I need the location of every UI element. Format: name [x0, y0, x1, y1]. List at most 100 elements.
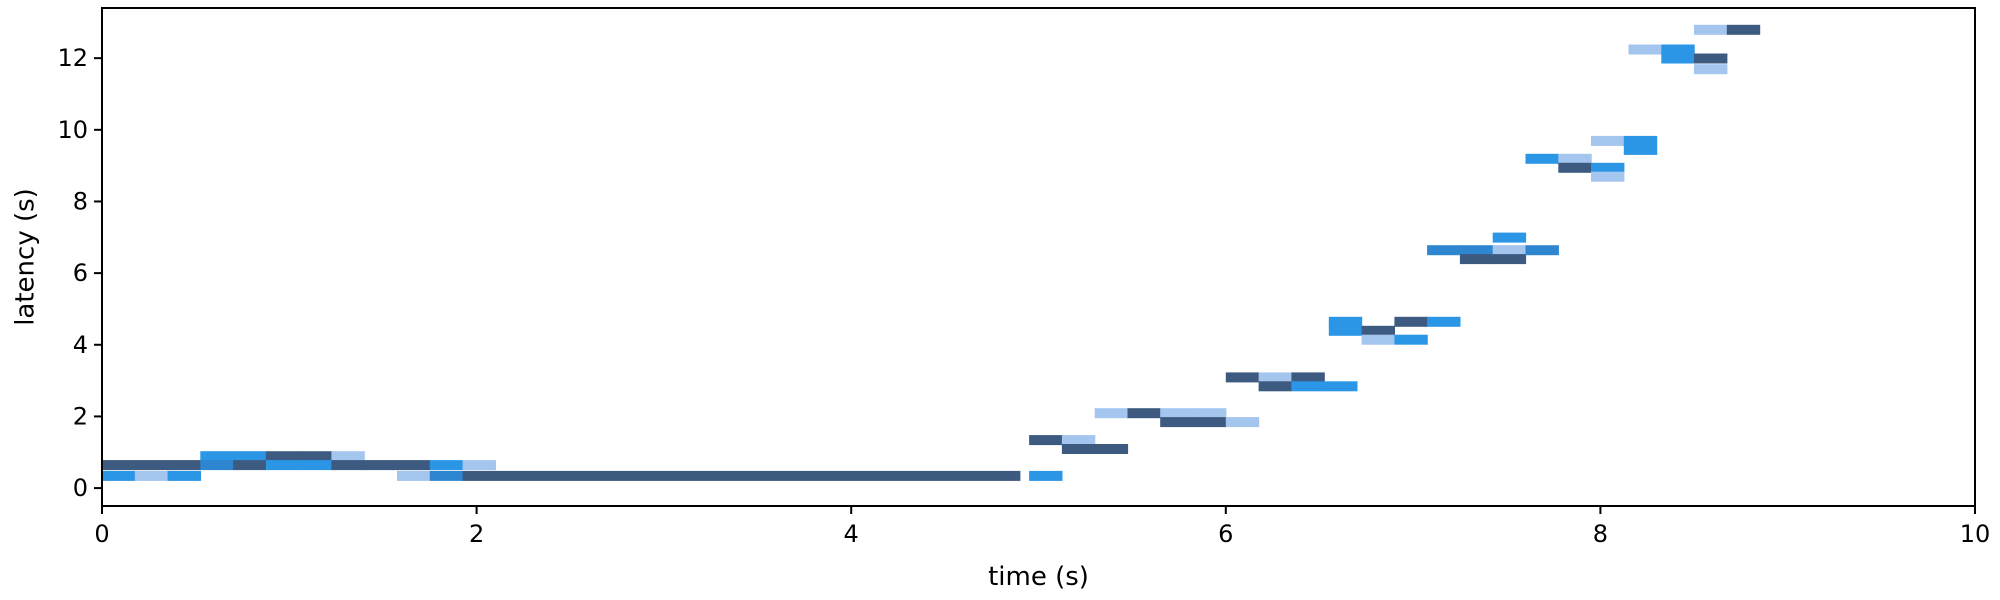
y-axis: 0 2 4 6 8 10 12 [57, 44, 102, 502]
heatmap-cell [659, 470, 693, 481]
heatmap-cell [692, 470, 726, 481]
heatmap-cell [1591, 171, 1625, 182]
heatmap-cell [888, 470, 923, 481]
y-tick-label: 10 [57, 116, 88, 144]
heatmap-cell [1623, 135, 1658, 146]
x-tick-label: 10 [1960, 520, 1991, 548]
y-tick-label: 8 [73, 187, 88, 215]
heatmap-cell [1427, 316, 1461, 327]
heatmap-cell [1094, 444, 1129, 454]
heatmap-cell [298, 460, 333, 471]
plot-frame [101, 7, 1976, 507]
heatmap-cell [1628, 44, 1662, 55]
heatmap-cell [1661, 53, 1695, 64]
y-tick-label: 4 [73, 331, 88, 359]
heatmap-cell [1324, 381, 1358, 392]
heatmap-cell [1661, 44, 1695, 55]
heatmap-cell [102, 470, 136, 481]
x-tick-label: 8 [1593, 520, 1608, 548]
heatmap-cell [429, 470, 464, 481]
heatmap-cell [1193, 408, 1227, 419]
heatmap-cell [626, 470, 660, 481]
heatmap-cell [167, 460, 201, 471]
heatmap-cell [364, 460, 398, 471]
heatmap-cell [560, 470, 595, 481]
heatmap-cell [1225, 417, 1260, 428]
heatmap-cell [593, 470, 628, 481]
heatmap-cell [1591, 162, 1625, 173]
x-axis-title: time (s) [988, 562, 1089, 592]
heatmap-cell [823, 470, 857, 481]
heatmap-cell [1558, 153, 1592, 164]
heatmap-cells [102, 24, 1761, 481]
x-tick-label: 0 [94, 520, 109, 548]
heatmap-cell [1591, 135, 1625, 146]
heatmap-cell [397, 460, 431, 471]
heatmap-cell [1193, 417, 1227, 428]
heatmap-cell [1258, 372, 1292, 383]
heatmap-cell [1328, 325, 1363, 336]
y-tick-label: 6 [73, 259, 88, 287]
heatmap-cell [1225, 372, 1260, 383]
heatmap-cell [921, 470, 955, 481]
heatmap-cell [265, 460, 300, 471]
heatmap-cell [1394, 334, 1428, 345]
heatmap-cell [167, 470, 201, 481]
heatmap-cell [757, 470, 791, 481]
heatmap-cell [1258, 381, 1292, 392]
heatmap-cell [954, 470, 988, 481]
heatmap-cell [462, 460, 496, 471]
heatmap-cell [1694, 64, 1728, 75]
heatmap-cell [462, 470, 496, 481]
heatmap-cell [1160, 408, 1194, 419]
heatmap-cell [233, 451, 267, 462]
heatmap-cell [1694, 24, 1728, 35]
heatmap-cell [102, 460, 136, 471]
heatmap-cell [1361, 334, 1395, 345]
heatmap-cell [1427, 245, 1461, 256]
heatmap-cell [1061, 435, 1096, 446]
heatmap-cell [397, 470, 431, 481]
heatmap-cell [1291, 381, 1325, 392]
heatmap-cell [1127, 408, 1161, 419]
heatmap-cell [724, 470, 759, 481]
heatmap-cell [429, 460, 464, 471]
heatmap-cell [987, 470, 1021, 481]
heatmap-cell [1029, 470, 1063, 481]
x-tick-label: 4 [844, 520, 859, 548]
heatmap-cell [1328, 316, 1363, 327]
heatmap-cell [233, 460, 267, 471]
heatmap-cell [1394, 316, 1428, 327]
heatmap-cell [1061, 444, 1096, 454]
heatmap-cell [200, 460, 234, 471]
heatmap-cell [134, 470, 169, 481]
heatmap-cell [1291, 372, 1325, 383]
heatmap-cell [495, 470, 529, 481]
heatmap-cell [790, 470, 824, 481]
x-axis: 0 2 4 6 8 10 [94, 506, 1990, 548]
heatmap-cell [1094, 408, 1129, 419]
heatmap-cell [1361, 325, 1395, 336]
heatmap-cell [1459, 254, 1494, 265]
heatmap-cell [1525, 153, 1559, 164]
heatmap-cell [331, 451, 365, 462]
heatmap-cell [298, 451, 333, 462]
heatmap-cell [1492, 254, 1527, 265]
heatmap-cell [1029, 435, 1063, 446]
heatmap-cell [1459, 245, 1494, 256]
y-axis-title: latency (s) [11, 188, 41, 326]
heatmap-cell [134, 460, 169, 471]
x-tick-label: 2 [469, 520, 484, 548]
y-tick-label: 2 [73, 402, 88, 430]
heatmap-cell [528, 470, 562, 481]
heatmap-cell [265, 451, 300, 462]
heatmap-cell [1726, 24, 1761, 35]
heatmap-cell [1160, 417, 1194, 428]
heatmap-cell [1694, 53, 1728, 64]
x-tick-label: 6 [1218, 520, 1233, 548]
heatmap-cell [200, 451, 234, 462]
heatmap-cell [1558, 162, 1592, 173]
y-tick-label: 12 [57, 44, 88, 72]
heatmap-cell [1525, 245, 1559, 256]
